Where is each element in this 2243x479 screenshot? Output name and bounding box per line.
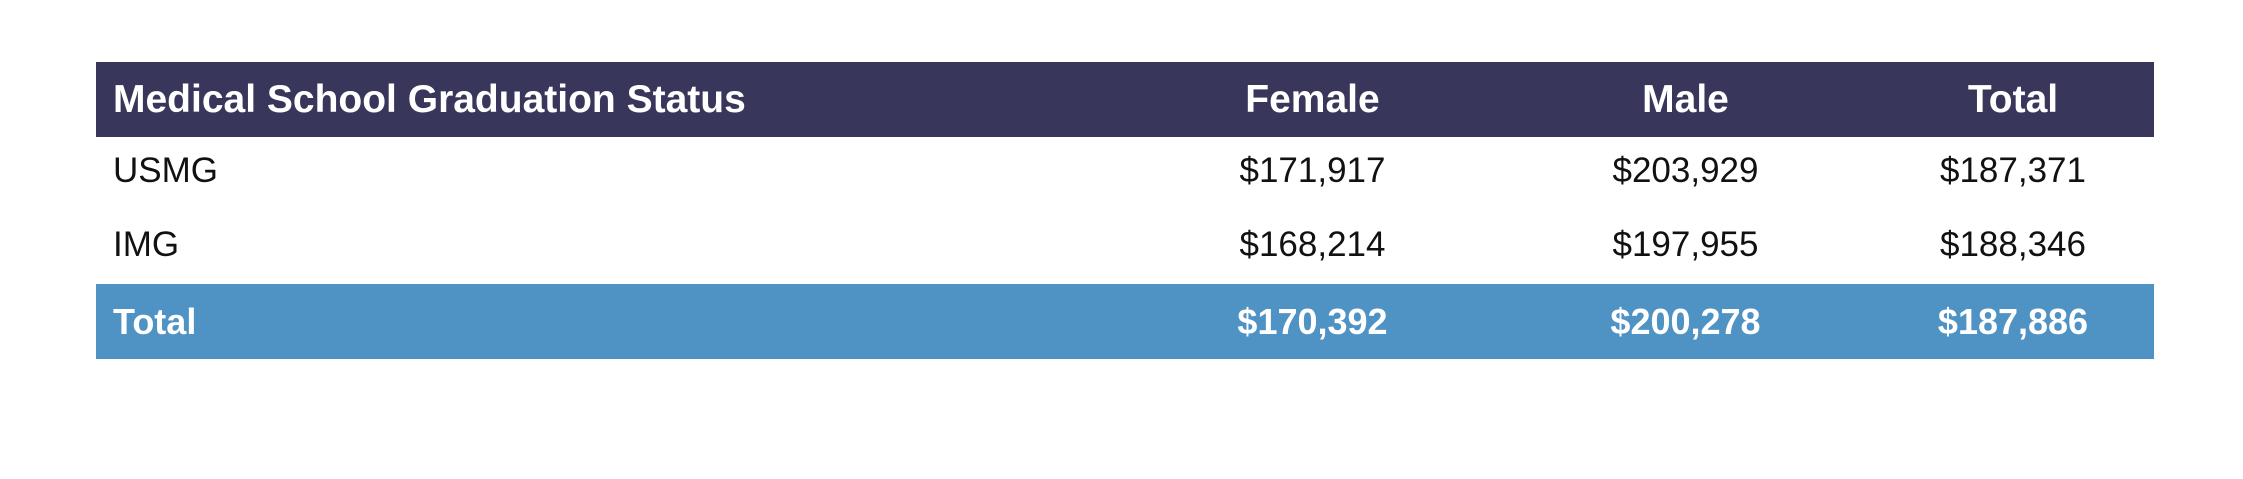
- cell-img-total: $188,346: [1940, 224, 2086, 264]
- header-cell-total: Total: [1967, 77, 2059, 121]
- compensation-table: Medical School Graduation Status Female …: [96, 62, 2154, 359]
- table-row: USMG $171,917 $203,929 $187,371: [96, 137, 2154, 205]
- header-cell-male: Male: [1642, 77, 1729, 121]
- cell-total-male: $200,278: [1610, 300, 1761, 342]
- cell-usmg-male: $203,929: [1612, 151, 1759, 190]
- table-header-row: Medical School Graduation Status Female …: [96, 62, 2154, 137]
- table-total-row: Total $170,392 $200,278 $187,886: [96, 284, 2154, 359]
- cell-usmg-female: $171,917: [1239, 151, 1386, 190]
- cell-usmg-total: $187,371: [1940, 151, 2086, 190]
- cell-total-total: $187,886: [1937, 300, 2089, 342]
- row-label-usmg: USMG: [113, 151, 218, 190]
- cell-img-male: $197,955: [1612, 224, 1759, 264]
- total-row-label: Total: [113, 300, 197, 342]
- header-cell-status: Medical School Graduation Status: [113, 77, 746, 121]
- table-row: IMG $168,214 $197,955 $188,346: [96, 205, 2154, 284]
- header-cell-female: Female: [1245, 77, 1380, 121]
- cell-total-female: $170,392: [1237, 300, 1388, 342]
- cell-img-female: $168,214: [1239, 224, 1386, 264]
- row-label-img: IMG: [113, 224, 180, 264]
